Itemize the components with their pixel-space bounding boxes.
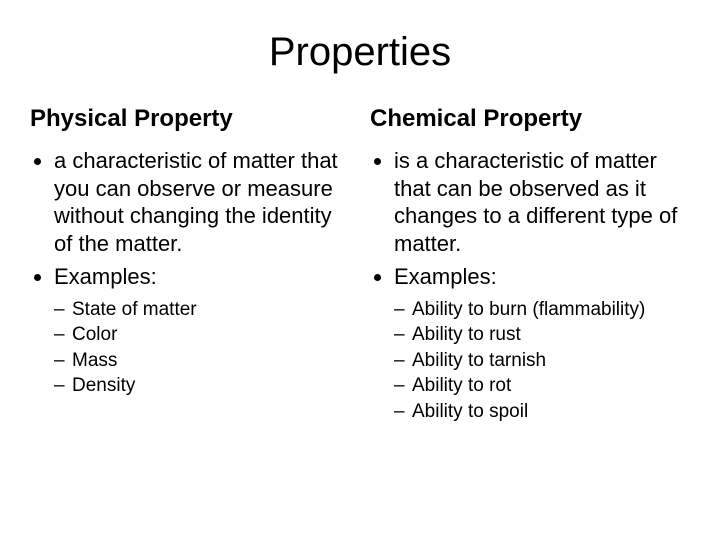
columns: Physical Property a characteristic of ma… [30,105,690,431]
slide-title: Properties [30,30,690,75]
right-heading: Chemical Property [370,105,690,133]
list-item: Density [72,373,350,399]
right-sub-list: Ability to burn (flammability) Ability t… [394,297,690,425]
list-item: Examples: Ability to burn (flammability)… [394,263,690,425]
list-item: Ability to rot [412,373,690,399]
list-item: Examples: State of matter Color Mass Den… [54,263,350,399]
list-item: Ability to burn (flammability) [412,297,690,323]
list-item: Ability to spoil [412,399,690,425]
right-bullets: is a characteristic of matter that can b… [370,147,690,425]
list-item: is a characteristic of matter that can b… [394,147,690,257]
slide: Properties Physical Property a character… [0,0,720,540]
list-item: State of matter [72,297,350,323]
left-sub-list: State of matter Color Mass Density [54,297,350,400]
bullet-text: Examples: [394,264,497,289]
bullet-text: Examples: [54,264,157,289]
left-bullets: a characteristic of matter that you can … [30,147,350,399]
left-heading: Physical Property [30,105,350,133]
list-item: Mass [72,348,350,374]
list-item: Ability to rust [412,322,690,348]
list-item: Color [72,322,350,348]
right-column: Chemical Property is a characteristic of… [370,105,690,431]
list-item: Ability to tarnish [412,348,690,374]
left-column: Physical Property a characteristic of ma… [30,105,350,431]
list-item: a characteristic of matter that you can … [54,147,350,257]
